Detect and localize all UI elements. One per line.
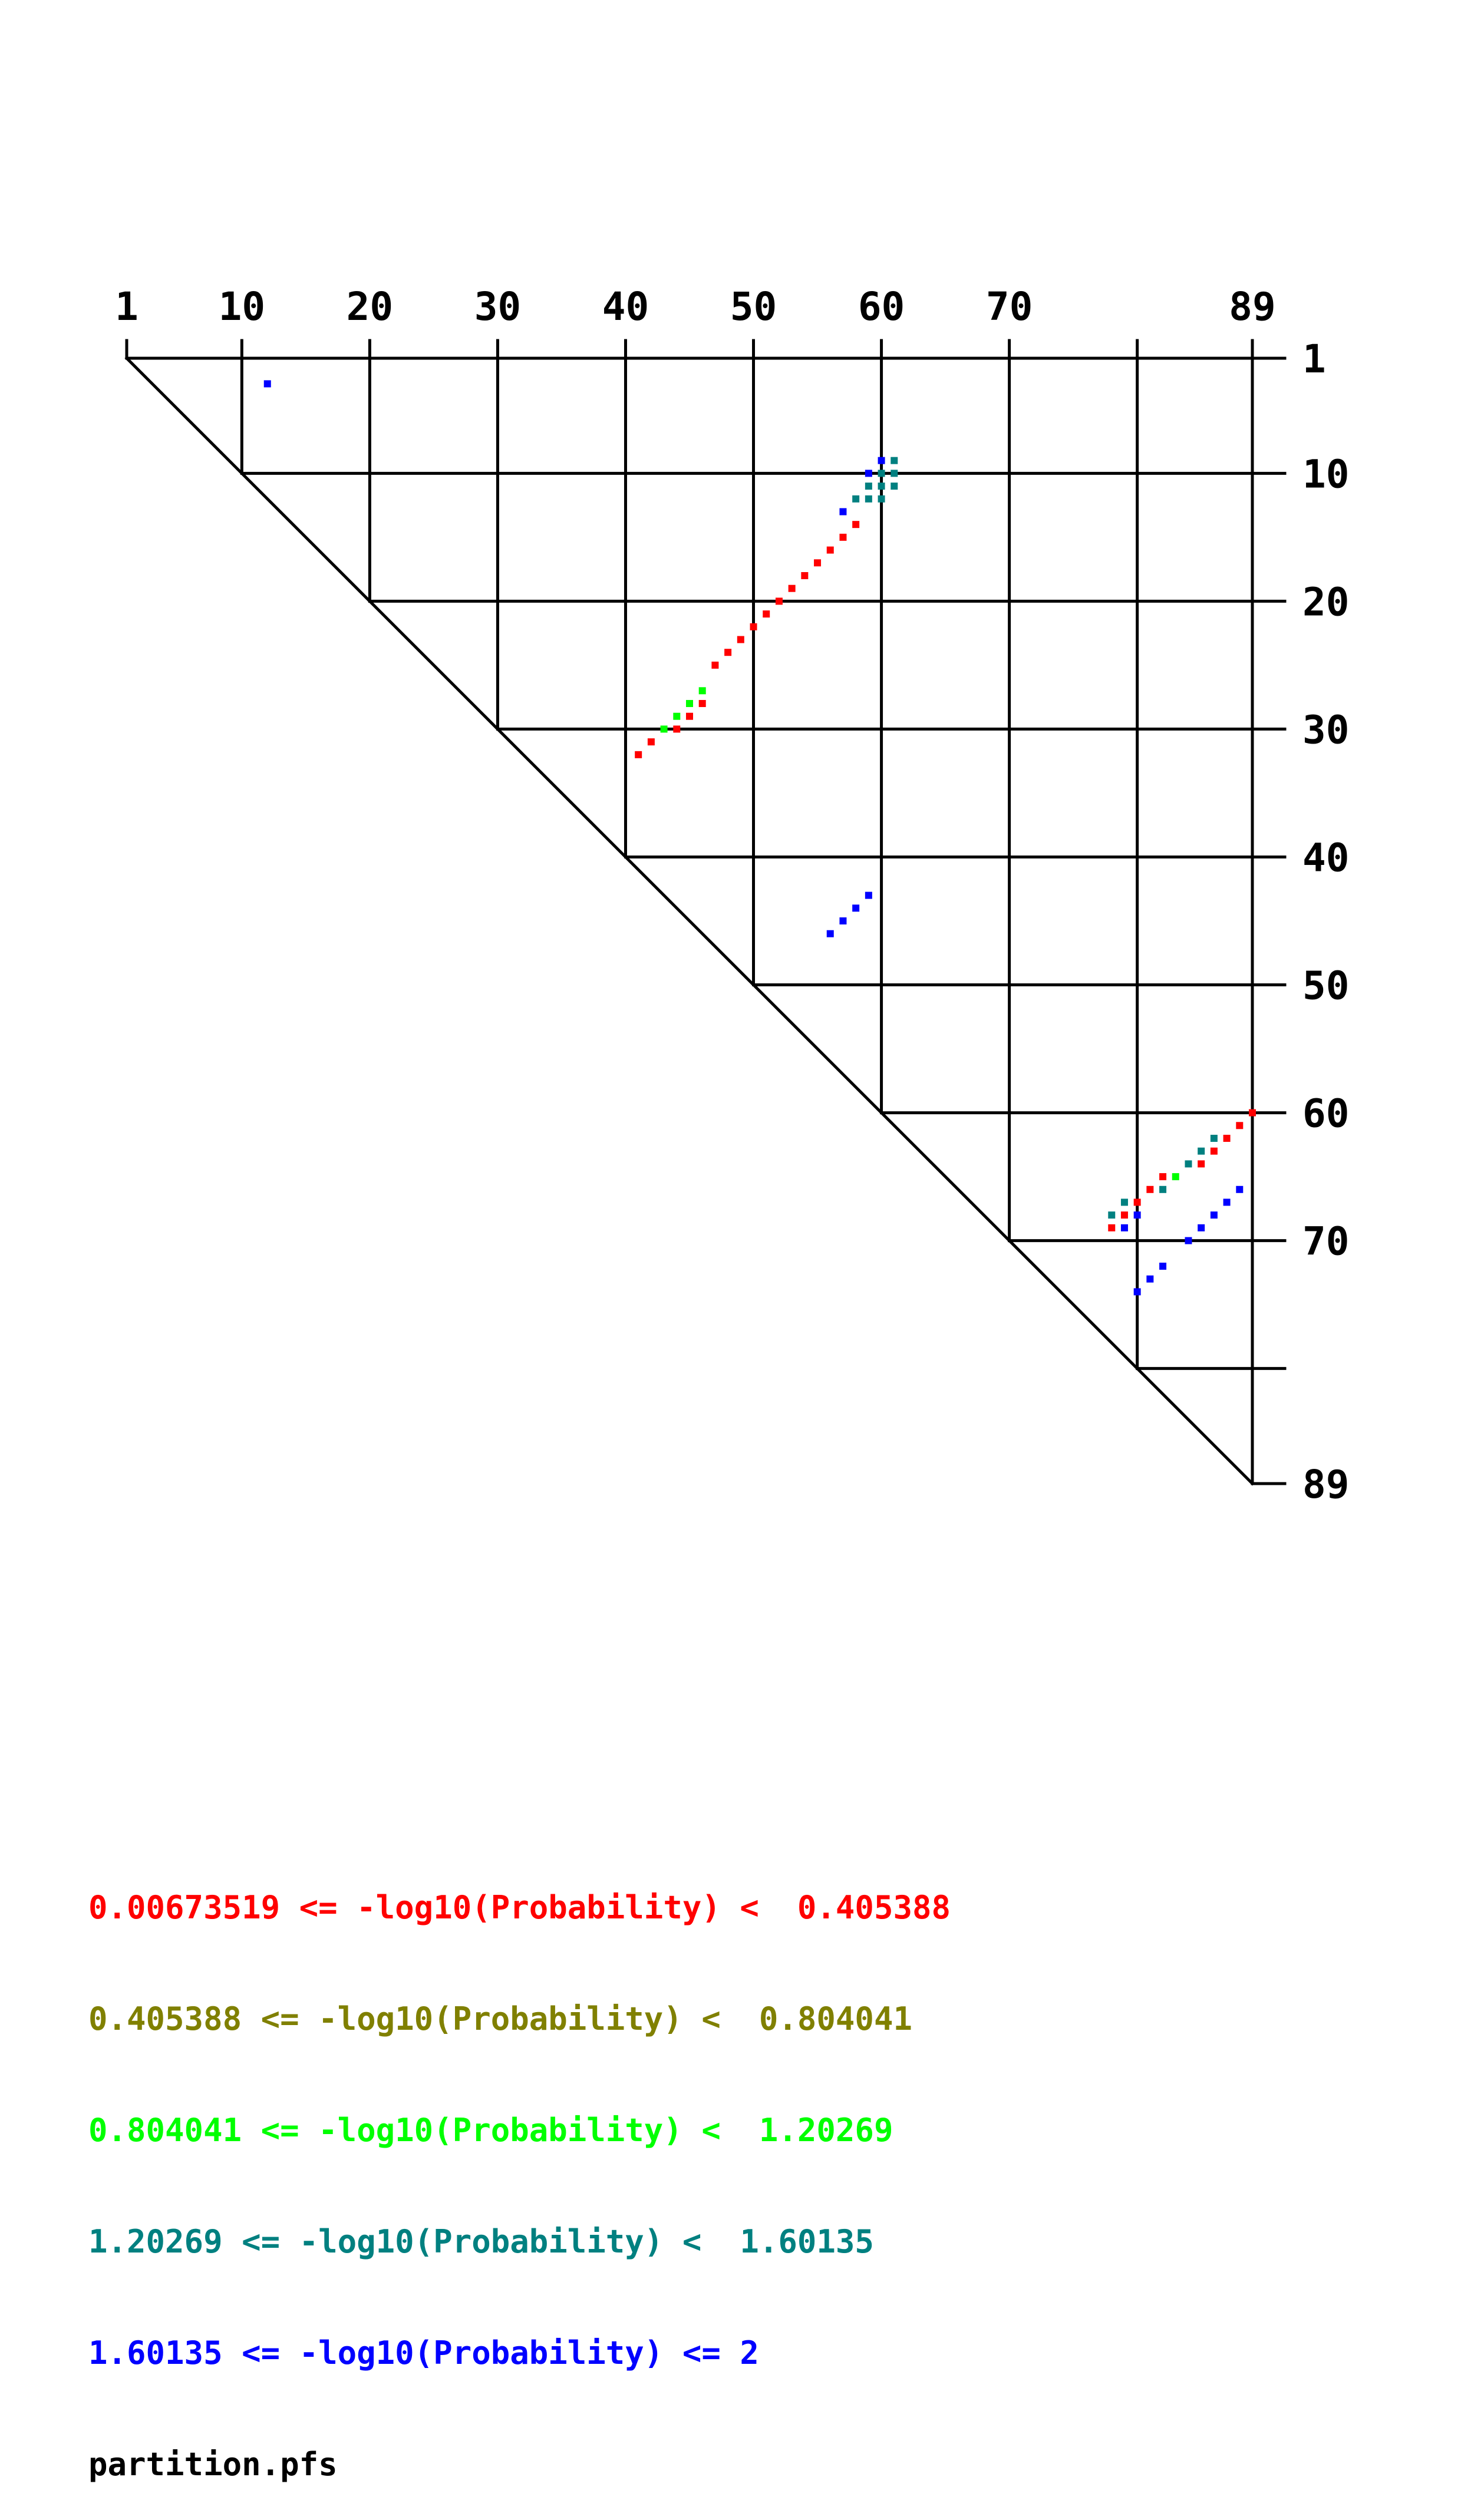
dot-68-86 [1210,1211,1218,1219]
dot-62-87 [1223,1134,1231,1142]
dot-12-58 [852,495,860,503]
dot-11-60 [878,483,885,490]
dot-65-82 [1159,1173,1167,1181]
right-tick-label: 50 [1302,963,1349,1009]
dot-17-55 [814,559,822,567]
dot-73-81 [1146,1275,1154,1283]
right-tick-label: 60 [1302,1091,1349,1137]
top-tick-label: 60 [858,284,905,329]
dot-20-52 [775,597,783,605]
top-tick-label: 50 [730,284,777,329]
dot-63-86 [1210,1147,1218,1155]
dot-68-78 [1108,1211,1116,1219]
dot-23-49 [737,636,744,643]
dot-45-57 [839,917,847,924]
dot-12-60 [878,495,885,503]
dot-15-57 [839,533,847,541]
dot-29-44 [673,712,681,720]
dot-74-80 [1133,1288,1141,1296]
top-tick-label: 70 [986,284,1033,329]
right-tick-label: 30 [1302,707,1349,752]
dot-66-82 [1159,1185,1167,1193]
dot-63-85 [1198,1147,1205,1155]
dot-16-56 [826,546,834,554]
top-tick-label: 20 [347,284,393,329]
dot-18-54 [801,572,809,579]
dot-24-48 [724,649,732,656]
dot-22-50 [750,623,757,630]
dot-67-80 [1133,1198,1141,1206]
dot-27-46 [698,687,706,695]
right-tick-label: 89 [1302,1462,1349,1507]
top-tick-label: 1 [115,284,138,329]
right-tick-label: 20 [1302,579,1349,625]
filename-label: partition.pfs [88,2446,338,2483]
dot-61-88 [1236,1122,1244,1129]
dot-67-87 [1223,1198,1231,1206]
legend: 0.00673519 <= -log10(Probability) < 0.40… [88,1815,951,2520]
top-tick-label: 89 [1229,284,1275,329]
dot-44-58 [852,904,860,912]
dot-43-59 [865,891,872,899]
dot-plot: 1 10 20 30 40 50 60 70 89 1 10 20 30 40 50 60 70 89 [115,284,1349,1507]
dot-31-42 [647,738,655,746]
dot-28-46 [698,700,706,708]
dot-11-59 [865,483,872,490]
probability-dots [263,380,1256,1296]
dot-66-81 [1146,1185,1154,1193]
dot-28-45 [686,700,693,708]
dot-29-45 [686,712,693,720]
top-tick-label: 10 [219,284,265,329]
dot-72-82 [1159,1263,1167,1270]
dot-30-43 [660,725,668,733]
top-tick-label: 40 [602,284,649,329]
legend-entry-bin-3: 0.804041 <= -log10(Probability) < 1.2026… [88,2112,893,2149]
dot-64-84 [1185,1160,1192,1168]
dot-64-85 [1198,1160,1205,1168]
dot-66-88 [1236,1185,1244,1193]
dot-69-78 [1108,1224,1116,1231]
dot-12-59 [865,495,872,503]
dot-10-61 [891,470,898,477]
dot-32-41 [635,751,642,758]
tick-labels: 1 10 20 30 40 50 60 70 89 1 10 20 30 40 50 60 70 89 [115,284,1349,1507]
dot-14-58 [852,521,860,529]
right-tick-label: 70 [1302,1219,1349,1264]
legend-entry-bin-4: 1.20269 <= -log10(Probability) < 1.60135 [88,2223,874,2260]
right-tick-label: 40 [1302,835,1349,880]
dot-25-47 [711,661,719,669]
dot-60-89 [1249,1109,1256,1117]
dot-70-84 [1185,1237,1192,1244]
legend-entry-bin-5: 1.60135 <= -log10(Probability) <= 2 [88,2334,759,2372]
dot-68-79 [1120,1211,1128,1219]
dot-67-79 [1120,1198,1128,1206]
dot-69-79 [1120,1224,1128,1231]
dot-62-86 [1210,1134,1218,1142]
legend-entry-bin-1: 0.00673519 <= -log10(Probability) < 0.40… [88,1889,951,1926]
dot-13-57 [839,508,847,516]
dot-30-44 [673,725,681,733]
diagonal-line [124,356,1255,1486]
dot-19-53 [788,584,796,592]
dot-11-61 [891,483,898,490]
dot-9-60 [878,457,885,464]
dot-10-60 [878,470,885,477]
dot-9-61 [891,457,898,464]
right-tick-label: 1 [1302,336,1326,382]
grid-lines [124,339,1287,1486]
dot-68-80 [1133,1211,1141,1219]
top-tick-label: 30 [474,284,521,329]
dot-46-56 [826,930,834,937]
dot-21-51 [763,610,770,618]
dot-10-59 [865,470,872,477]
dot-69-85 [1198,1224,1205,1231]
legend-entry-bin-2: 0.405388 <= -log10(Probability) < 0.8040… [88,2000,912,2037]
right-tick-label: 10 [1302,451,1349,497]
dot-3-12 [263,380,271,388]
dot-65-83 [1172,1173,1179,1181]
